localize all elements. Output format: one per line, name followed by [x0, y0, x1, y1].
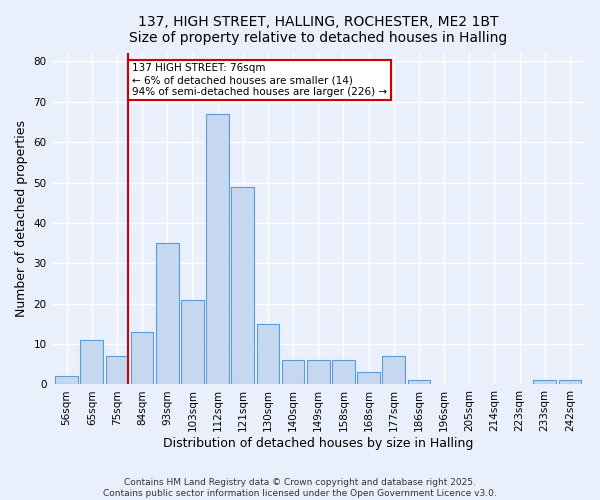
Bar — [156, 243, 179, 384]
Bar — [131, 332, 154, 384]
Bar — [559, 380, 581, 384]
Bar — [382, 356, 405, 384]
Bar — [407, 380, 430, 384]
Bar — [332, 360, 355, 384]
Bar — [307, 360, 329, 384]
Bar — [80, 340, 103, 384]
Text: 137 HIGH STREET: 76sqm
← 6% of detached houses are smaller (14)
94% of semi-deta: 137 HIGH STREET: 76sqm ← 6% of detached … — [132, 64, 387, 96]
Bar — [181, 300, 204, 384]
Title: 137, HIGH STREET, HALLING, ROCHESTER, ME2 1BT
Size of property relative to detac: 137, HIGH STREET, HALLING, ROCHESTER, ME… — [129, 15, 508, 45]
Bar — [282, 360, 304, 384]
Bar — [206, 114, 229, 384]
Bar — [357, 372, 380, 384]
Bar — [55, 376, 78, 384]
Bar — [106, 356, 128, 384]
Y-axis label: Number of detached properties: Number of detached properties — [15, 120, 28, 318]
Text: Contains HM Land Registry data © Crown copyright and database right 2025.
Contai: Contains HM Land Registry data © Crown c… — [103, 478, 497, 498]
Bar — [232, 186, 254, 384]
Bar — [533, 380, 556, 384]
X-axis label: Distribution of detached houses by size in Halling: Distribution of detached houses by size … — [163, 437, 473, 450]
Bar — [257, 324, 279, 384]
